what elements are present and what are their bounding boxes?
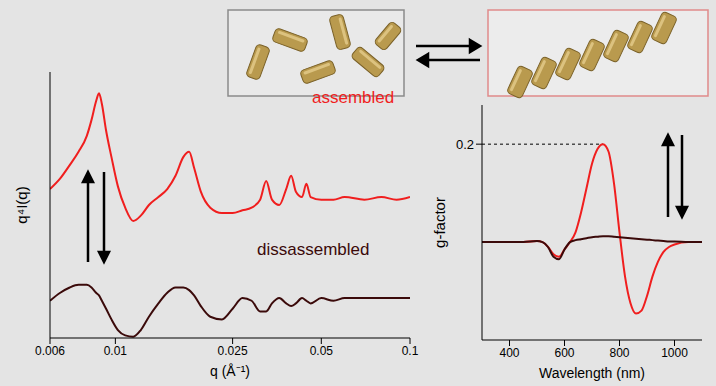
svg-text:400: 400 <box>499 346 519 360</box>
svg-text:600: 600 <box>554 346 574 360</box>
html-text:assembled: assembled <box>312 88 395 107</box>
svg-text:0.01: 0.01 <box>104 344 128 358</box>
svg-text:0.1: 0.1 <box>402 344 419 358</box>
svg-text:g-factor: g-factor <box>431 197 448 248</box>
svg-text:Wavelength (nm): Wavelength (nm) <box>539 365 645 381</box>
svg-text:800: 800 <box>609 346 629 360</box>
svg-text:q⁴I(q): q⁴I(q) <box>13 186 30 223</box>
svg-text:1000: 1000 <box>661 346 688 360</box>
svg-text:0.006: 0.006 <box>35 344 65 358</box>
svg-text:0.2: 0.2 <box>456 137 474 152</box>
svg-text:0.025: 0.025 <box>218 344 248 358</box>
html-text:dissassembled: dissassembled <box>257 240 370 259</box>
svg-text:q (Å⁻¹): q (Å⁻¹) <box>210 363 250 379</box>
svg-text:0.05: 0.05 <box>310 344 334 358</box>
